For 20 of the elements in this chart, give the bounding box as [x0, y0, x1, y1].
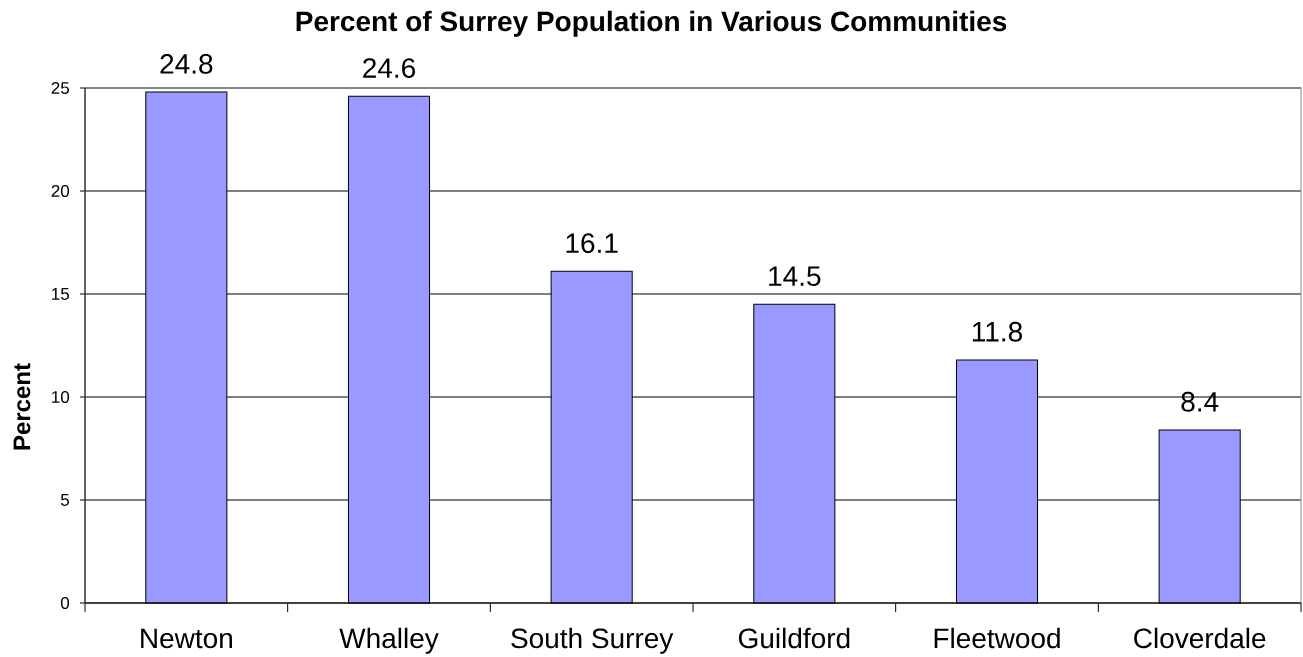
data-label: 8.4: [1181, 391, 1219, 412]
y-tick-label: 25: [51, 81, 70, 95]
y-tick-label: 0: [60, 596, 70, 610]
chart-title: Percent of Surrey Population in Various Communities: [296, 10, 1007, 37]
data-label: 11.8: [972, 321, 1022, 342]
x-tick-label: Guildford: [738, 627, 850, 649]
data-label: 24.6: [363, 58, 416, 78]
x-tick-label: Cloverdale: [1134, 627, 1266, 649]
data-label: 16.1: [566, 233, 618, 254]
data-label: 14.5: [769, 266, 821, 287]
x-tick-label: Whalley: [339, 627, 439, 654]
x-tick-label: South Surrey: [511, 627, 674, 654]
y-tick-label: 10: [52, 390, 70, 404]
data-label: 24.8: [160, 54, 213, 74]
y-tick-label: 15: [52, 288, 70, 300]
y-tick-label: 5: [60, 494, 70, 506]
x-tick-label: Fleetwood: [934, 627, 1060, 649]
y-tick-label: 20: [51, 184, 70, 198]
x-tick-label: Newton: [141, 628, 232, 649]
y-axis-title: Percent: [13, 363, 31, 450]
